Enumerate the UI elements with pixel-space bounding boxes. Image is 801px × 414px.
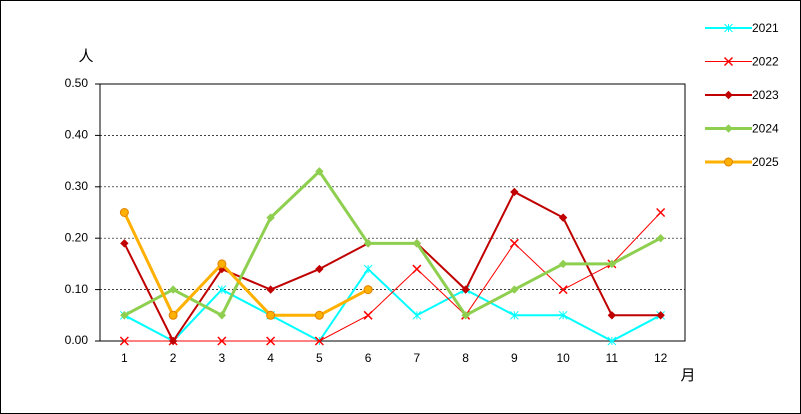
x-tick-label: 7	[414, 351, 421, 365]
data-point	[461, 285, 470, 294]
data-point	[266, 285, 275, 294]
legend-marker	[724, 23, 733, 33]
x-tick-label: 12	[654, 351, 668, 365]
data-point	[266, 310, 276, 320]
x-tick-label: 1	[121, 351, 128, 365]
legend-label: 2021	[752, 21, 779, 35]
data-point	[217, 285, 227, 294]
data-point	[656, 207, 666, 218]
plot-area	[100, 84, 685, 341]
data-point	[217, 311, 227, 320]
data-point	[509, 238, 519, 248]
data-point	[168, 285, 178, 294]
data-point	[168, 336, 178, 346]
plot-border	[99, 83, 686, 342]
data-point	[558, 310, 568, 320]
y-tick-label: 0.00	[65, 333, 89, 347]
legend-label: 2024	[752, 122, 779, 136]
data-point	[314, 336, 324, 346]
data-point	[217, 259, 227, 269]
x-tick-label: 5	[316, 351, 323, 365]
y-tick-label: 0.40	[65, 128, 89, 142]
x-tick-label: 2	[170, 351, 177, 365]
y-axis-label: 人	[78, 48, 93, 65]
data-point	[558, 259, 568, 269]
data-point	[461, 311, 470, 320]
data-point	[510, 310, 519, 320]
y-tick-label: 0.10	[65, 282, 89, 296]
data-point	[558, 213, 568, 222]
series-line	[124, 212, 661, 342]
data-point	[120, 311, 129, 320]
data-point	[168, 310, 178, 320]
data-point	[119, 336, 129, 346]
legend-label: 2023	[752, 88, 779, 102]
data-point	[656, 311, 665, 320]
data-point	[510, 187, 519, 197]
data-point	[217, 336, 227, 346]
data-point	[120, 239, 129, 248]
data-point	[363, 310, 373, 320]
data-point	[363, 285, 373, 295]
legend-marker	[724, 90, 733, 100]
legend-label: 2022	[752, 55, 779, 69]
x-tick-label: 10	[556, 351, 570, 365]
data-point	[656, 233, 665, 243]
data-point	[412, 239, 422, 248]
data-point	[607, 311, 617, 320]
data-point	[266, 336, 276, 346]
x-tick-label: 6	[365, 351, 372, 365]
legend-marker	[724, 124, 733, 133]
legend-marker	[724, 157, 733, 167]
y-tick-label: 0.50	[65, 76, 89, 90]
series-line	[123, 169, 662, 317]
data-point	[315, 264, 324, 274]
y-tick-label: 0.20	[65, 230, 89, 244]
data-point	[363, 264, 373, 274]
data-point	[607, 336, 617, 346]
y-tick-label: 0.30	[65, 179, 89, 193]
data-point	[314, 310, 324, 320]
data-point	[412, 264, 422, 274]
x-tick-label: 11	[606, 351, 619, 365]
data-point	[510, 285, 519, 294]
legend-marker	[723, 56, 734, 67]
legend-label: 2025	[752, 155, 779, 169]
x-tick-label: 8	[462, 351, 469, 365]
series-line	[123, 211, 369, 317]
data-point	[412, 310, 422, 320]
data-point	[363, 239, 373, 248]
data-point	[315, 167, 324, 176]
x-tick-label: 4	[267, 351, 274, 365]
x-tick-label: 9	[511, 351, 518, 365]
x-axis-label: 月	[680, 367, 695, 384]
data-point	[119, 208, 129, 217]
data-point	[558, 285, 568, 295]
data-point	[607, 259, 617, 269]
x-tick-label: 3	[219, 351, 226, 365]
data-point	[266, 213, 275, 222]
